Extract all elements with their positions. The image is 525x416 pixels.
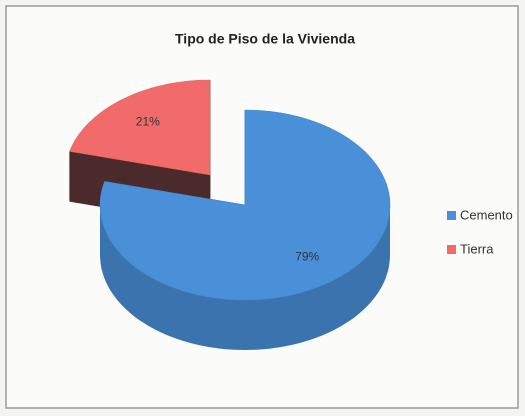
slice — [69, 79, 211, 176]
data-label: 79% — [295, 250, 319, 264]
slice-wall — [100, 205, 390, 350]
legend-swatch — [447, 245, 456, 254]
legend-label: Tierra — [460, 241, 494, 256]
slice — [99, 109, 391, 301]
data-label: 21% — [136, 115, 160, 129]
legend-swatch — [447, 211, 456, 220]
legend-label: Cemento — [460, 207, 513, 222]
chart-title: Tipo de Piso de la Vivienda — [175, 31, 355, 47]
